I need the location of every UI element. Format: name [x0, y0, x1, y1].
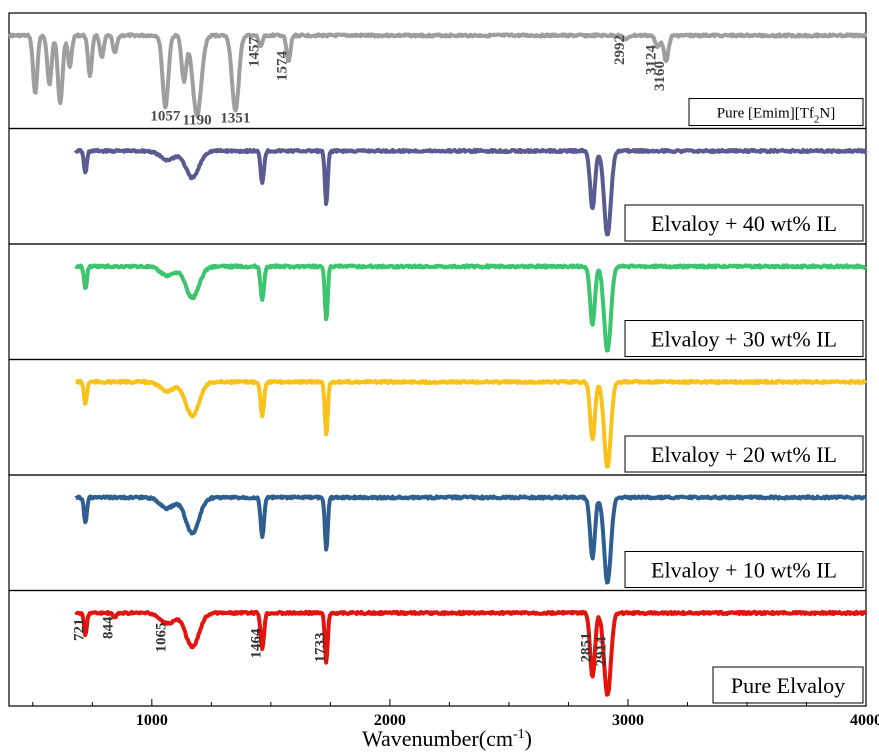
x-axis: 1000 2000 3000 4000: [32, 699, 879, 729]
legend-label: Elvaloy + 40 wt% IL: [651, 211, 837, 236]
peak-label: 1733: [312, 633, 328, 663]
panel-1: Pure [Emim][Tf2N] 1057 1190 1351 1457 1574 299…: [8, 12, 868, 130]
legend-label: Elvaloy + 10 wt% IL: [651, 558, 837, 583]
x-tick-label: 3000: [612, 712, 644, 729]
spectrum-line: [74, 609, 868, 697]
peak-label: 2851: [578, 633, 594, 663]
peak-label: 2914: [593, 636, 609, 667]
peak-label: 1057: [150, 109, 181, 125]
x-tick-label: 4000: [850, 712, 879, 729]
peak-label: 3160: [652, 61, 668, 91]
legend-box: [624, 435, 864, 473]
legend-box: [624, 204, 864, 242]
spectrum-line: [8, 32, 868, 119]
legend-box: [712, 666, 864, 704]
peak-label: 721: [71, 619, 87, 642]
legend-box: [624, 320, 864, 357]
peak-label: 1351: [220, 111, 250, 127]
panel-3: Elvaloy + 30 wt% IL: [8, 243, 867, 361]
panel-frame: [8, 589, 867, 707]
spectrum-line: [74, 263, 867, 353]
panel-2: Elvaloy + 40 wt% IL: [8, 127, 868, 245]
spectrum-line: [74, 494, 867, 585]
x-tick-label: 2000: [374, 712, 406, 729]
peak-label: 2992: [612, 35, 628, 65]
chart-panels: Pure [Emim][Tf2N] 1057 1190 1351 1457 1574 299…: [8, 12, 868, 707]
legend-box: [624, 551, 864, 588]
peak-label: 844: [101, 616, 117, 639]
spectrum-line: [73, 147, 868, 237]
legend-label: Pure Elvaloy: [731, 673, 845, 698]
panel-4: Elvaloy + 20 wt% IL: [8, 358, 868, 476]
peak-label: 1457: [247, 37, 263, 68]
peak-label: 3124: [643, 45, 659, 76]
legend-label: Elvaloy + 30 wt% IL: [651, 327, 837, 352]
spectrum-line: [74, 378, 868, 469]
legend-label: Pure [Emim][Tf2N]: [717, 106, 835, 126]
peak-label: 1574: [274, 51, 290, 82]
peak-label: 1190: [182, 113, 211, 129]
x-tick-label: 1000: [136, 712, 168, 729]
panel-5: Elvaloy + 10 wt% IL: [8, 474, 867, 592]
x-axis-label: Wavenumber(cm-1): [362, 726, 532, 751]
peak-label: 1464: [248, 628, 264, 659]
peak-label: 1065: [153, 623, 169, 653]
legend-label: Elvaloy + 20 wt% IL: [651, 442, 837, 467]
legend-box: [688, 98, 864, 126]
